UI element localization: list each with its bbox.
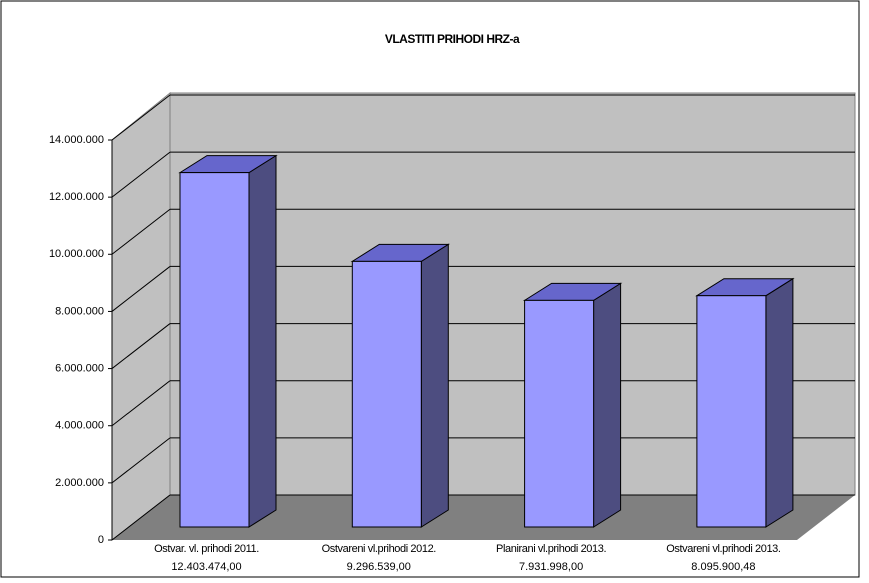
floor (112, 495, 855, 540)
grid-line (111, 323, 171, 369)
y-tick-label: 4.000.000 (55, 420, 104, 432)
grid-line (111, 208, 171, 255)
x-tick-label: Planirani vl.prihodi 2013. (496, 543, 606, 555)
bar-side (593, 282, 622, 528)
value-label: 8.095.900,48 (691, 561, 755, 573)
bar (351, 260, 422, 528)
y-tick-label: 8.000.000 (55, 305, 104, 317)
y-tick-label: 14.000.000 (49, 134, 104, 146)
x-tick-label: Ostvar. vl. prihodi 2011. (154, 543, 259, 555)
y-tick-label: 0 (98, 534, 104, 546)
bar (696, 295, 767, 528)
grid-line (111, 494, 171, 541)
value-label: 12.403.474,00 (171, 561, 241, 573)
bar-side (765, 277, 794, 528)
y-tick-label: 6.000.000 (55, 362, 104, 374)
side-wall (111, 91, 171, 542)
grid-line (111, 94, 171, 141)
grid-line (111, 437, 171, 484)
y-tick-label: 12.000.000 (49, 191, 104, 203)
bar (524, 299, 595, 528)
chart-title: VLASTITI PRIHODI HRZ-a (385, 32, 520, 46)
x-tick-label: Ostvareni vl.prihodi 2012. (322, 543, 437, 555)
y-tick-label: 10.000.000 (49, 248, 104, 260)
value-label: 7.931.998,00 (519, 561, 583, 573)
bar-side (420, 243, 449, 528)
grid-line (111, 151, 171, 198)
grid-line (111, 380, 171, 427)
value-label: 9.296.539,00 (347, 561, 411, 573)
bar (179, 172, 250, 528)
x-tick-label: Ostvareni vl.prihodi 2013. (666, 543, 781, 555)
grid-line (111, 266, 171, 312)
y-tick-label: 2.000.000 (55, 477, 104, 489)
bar-side (248, 154, 277, 528)
